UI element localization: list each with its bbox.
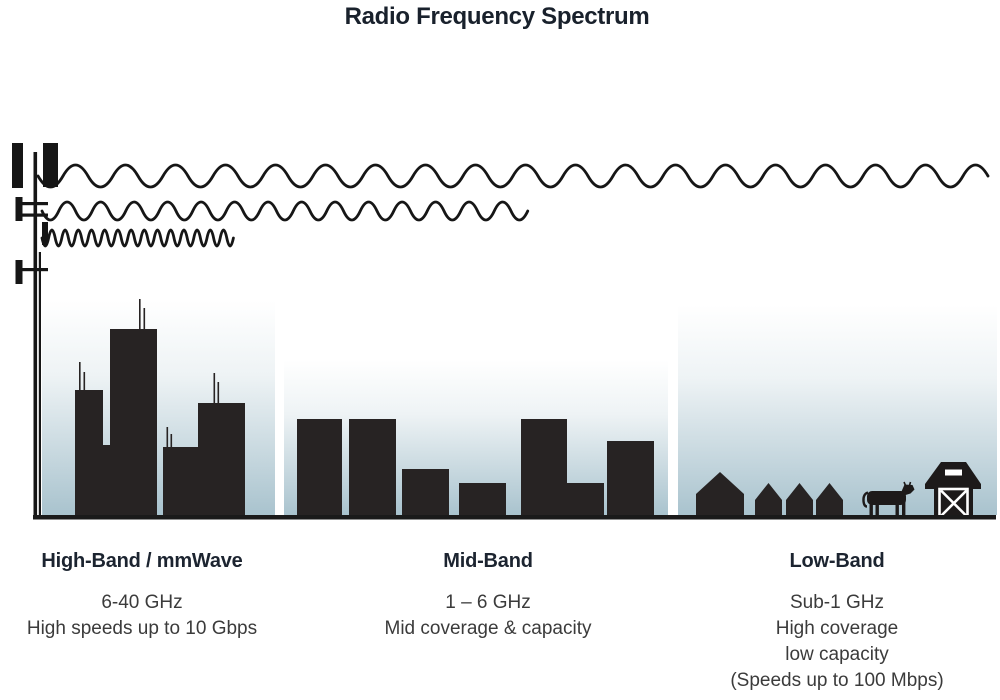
cell-tower-icon bbox=[12, 143, 58, 518]
mid-band-caption: Mid-Band 1 – 6 GHz Mid coverage & capaci… bbox=[353, 549, 623, 642]
high-band-caption: High-Band / mmWave 6-40 GHz High speeds … bbox=[7, 549, 277, 642]
cow-icon bbox=[862, 481, 915, 518]
low-band-wave-icon bbox=[36, 163, 990, 189]
house-icon bbox=[816, 483, 843, 517]
mid-band-wave-icon bbox=[40, 200, 530, 222]
high-band-description: High speeds up to 10 Gbps bbox=[26, 618, 258, 639]
barn-hayloft-slot bbox=[945, 469, 962, 476]
house-icon bbox=[696, 472, 744, 517]
low-band-description-2: low capacity bbox=[785, 644, 889, 665]
house-icon bbox=[755, 483, 782, 517]
mid-band-description: Mid coverage & capacity bbox=[384, 618, 592, 639]
mid-band-frequency: 1 – 6 GHz bbox=[445, 592, 531, 613]
page-title: Radio Frequency Spectrum bbox=[344, 3, 650, 30]
barn-icon bbox=[925, 462, 981, 519]
midrise-buildings-icon bbox=[297, 419, 654, 517]
house-icon bbox=[786, 483, 813, 517]
rooftop-antennas bbox=[79, 299, 220, 448]
ground-line bbox=[33, 515, 996, 520]
high-band-frequency: 6-40 GHz bbox=[101, 592, 183, 613]
low-band-description-3: (Speeds up to 100 Mbps) bbox=[730, 670, 944, 691]
high-band-wave-icon bbox=[40, 228, 235, 248]
mid-band-label: Mid-Band bbox=[443, 550, 533, 572]
city-skyline-icon bbox=[75, 299, 245, 517]
low-band-frequency: Sub-1 GHz bbox=[790, 592, 884, 613]
high-band-label: High-Band / mmWave bbox=[41, 550, 243, 572]
radio-waves bbox=[36, 163, 990, 248]
low-band-caption: Low-Band Sub-1 GHz High coverage low cap… bbox=[702, 549, 972, 694]
low-band-description-1: High coverage bbox=[775, 618, 899, 639]
low-band-label: Low-Band bbox=[789, 550, 885, 572]
rural-houses-icon bbox=[696, 472, 843, 517]
